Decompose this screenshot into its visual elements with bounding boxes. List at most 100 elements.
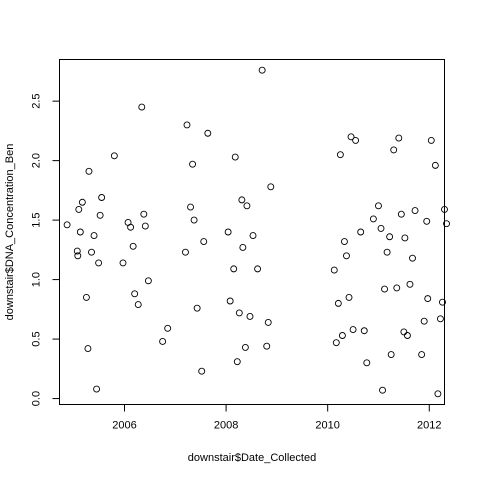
x-tick-label: 2006	[112, 420, 136, 432]
y-axis-title: downstair$DNA_Concentration_Ben	[4, 144, 16, 321]
y-tick-label: 0.0	[31, 391, 43, 406]
data-point	[423, 217, 431, 225]
data-point	[254, 265, 262, 273]
data-point	[243, 202, 251, 210]
data-point	[345, 293, 353, 301]
data-point	[393, 284, 401, 292]
x-axis-title: downstair$Date_Collected	[188, 452, 316, 464]
data-points	[63, 66, 450, 398]
data-point	[233, 358, 241, 366]
data-point	[343, 252, 350, 260]
data-point	[75, 205, 83, 213]
data-point	[258, 66, 266, 74]
data-point	[443, 220, 450, 228]
data-point	[363, 359, 371, 367]
y-tick-label: 1.0	[31, 272, 43, 287]
data-point	[189, 160, 197, 168]
data-point	[379, 386, 386, 394]
data-point	[375, 202, 382, 210]
x-tick-label: 2008	[214, 420, 238, 432]
data-point	[131, 290, 139, 298]
data-point	[144, 277, 152, 285]
data-point	[395, 134, 403, 142]
data-point	[424, 295, 432, 303]
data-point	[159, 337, 167, 345]
data-point	[119, 259, 127, 267]
data-point	[82, 293, 90, 301]
data-point	[386, 233, 394, 241]
data-point	[134, 301, 142, 309]
data-point	[390, 146, 398, 154]
data-point	[409, 254, 416, 262]
data-point	[403, 332, 411, 339]
data-point	[98, 194, 106, 201]
data-point	[439, 298, 446, 306]
data-point	[330, 266, 338, 274]
data-point	[93, 385, 101, 393]
data-point	[182, 248, 189, 256]
data-point	[190, 216, 198, 224]
data-point	[238, 196, 246, 204]
data-point	[235, 309, 243, 317]
data-point	[127, 223, 135, 231]
data-point	[332, 339, 340, 347]
data-point	[73, 247, 81, 255]
data-point	[383, 248, 391, 256]
data-point	[231, 153, 239, 161]
data-point	[200, 238, 208, 245]
data-point	[204, 129, 212, 137]
data-point	[63, 221, 71, 229]
data-point	[183, 121, 191, 129]
data-point	[96, 211, 104, 219]
x-axis: 2006 2008 2010 2012	[112, 404, 442, 432]
data-point	[110, 152, 118, 160]
data-point	[340, 238, 348, 245]
data-point	[164, 324, 172, 332]
data-point	[198, 367, 206, 375]
data-point	[264, 318, 272, 326]
data-point	[140, 210, 148, 218]
data-point	[334, 299, 342, 307]
data-point	[95, 259, 103, 267]
data-point	[226, 297, 234, 305]
data-point	[267, 183, 275, 191]
data-point	[377, 224, 385, 232]
data-point	[357, 228, 365, 236]
data-point	[401, 234, 409, 242]
data-point	[418, 351, 426, 358]
data-point	[397, 210, 405, 218]
data-point	[352, 136, 360, 144]
data-point	[420, 317, 428, 325]
y-tick-label: 2.5	[31, 93, 43, 108]
data-point	[360, 327, 368, 335]
data-point	[76, 228, 84, 236]
data-point	[138, 103, 146, 111]
data-point	[336, 151, 344, 159]
y-tick-label: 1.5	[31, 212, 43, 227]
data-point	[263, 342, 271, 350]
data-point	[78, 198, 86, 206]
data-point	[411, 207, 419, 215]
data-point	[74, 252, 82, 260]
data-point	[246, 313, 254, 320]
data-point	[90, 232, 98, 240]
data-point	[224, 228, 232, 236]
data-point	[381, 285, 389, 293]
data-point	[187, 203, 194, 211]
data-point	[230, 265, 238, 273]
data-point	[193, 304, 201, 312]
data-point	[369, 215, 377, 223]
data-point	[406, 280, 414, 288]
data-point	[441, 205, 448, 213]
data-point	[85, 167, 93, 175]
y-axis: 0.0 0.5 1.0 1.5 2.0 2.5	[31, 93, 60, 406]
data-point	[436, 315, 444, 323]
data-point	[431, 161, 439, 169]
data-point	[249, 232, 257, 240]
data-point	[84, 345, 92, 353]
data-point	[427, 136, 435, 144]
data-point	[347, 133, 355, 141]
data-point	[349, 326, 357, 334]
data-point	[88, 248, 95, 256]
